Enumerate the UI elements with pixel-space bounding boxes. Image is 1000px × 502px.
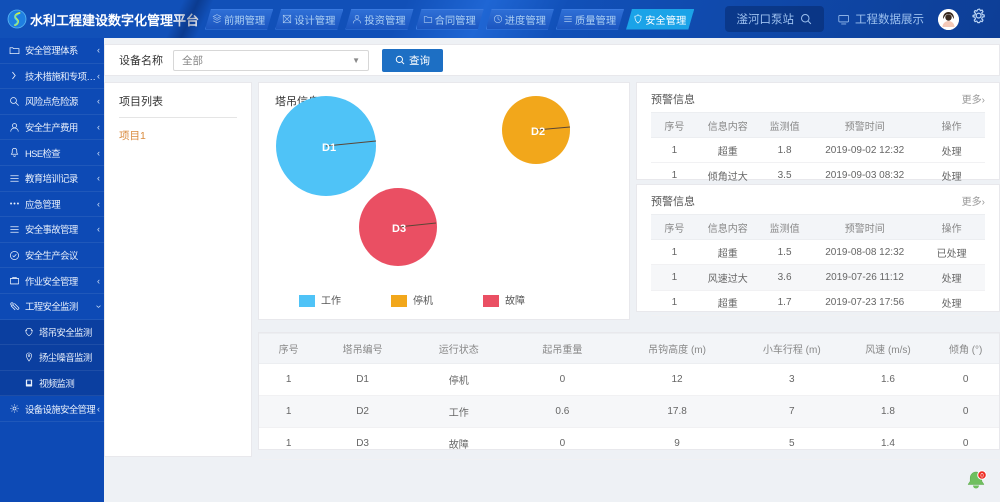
svg-text:D3: D3 <box>392 223 406 235</box>
svg-text:故障: 故障 <box>505 294 525 307</box>
svg-text:工作: 工作 <box>321 295 341 307</box>
svg-text:停机: 停机 <box>413 294 433 307</box>
svg-text:D1: D1 <box>322 142 336 154</box>
svg-text:D2: D2 <box>531 126 545 138</box>
